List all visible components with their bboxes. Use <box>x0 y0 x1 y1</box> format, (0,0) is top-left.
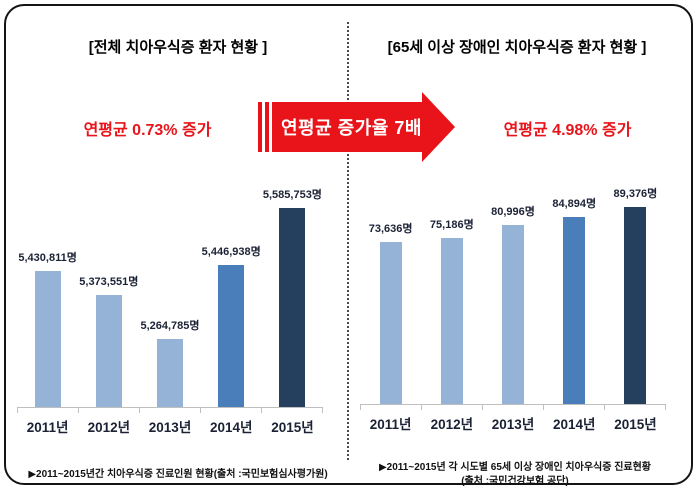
bar <box>95 295 122 407</box>
left-panel-title: [전체 치아우식증 환자 현황 ] <box>88 39 268 56</box>
x-axis-label: 2012년 <box>87 420 131 435</box>
right-bar-chart: 73,636명 75,186명 80,996명 84,894명 89,376명 2011… <box>360 164 666 433</box>
bar <box>624 207 647 404</box>
arrow-speed-stripe <box>265 102 269 152</box>
arrow-label: 연평균 증가율 7배 <box>272 102 422 152</box>
panel-divider-dotted-line <box>347 22 349 460</box>
axis-tick <box>483 405 544 410</box>
x-axis-label: 2014년 <box>209 420 253 435</box>
right-panel-title: [65세 이상 장애인 치아우식증 환자 현황 ] <box>387 39 647 56</box>
left-chart-axis-ticks <box>17 408 323 413</box>
bar-value-label: 73,636명 <box>368 223 413 235</box>
bar-column: 75,186명 <box>421 216 482 404</box>
right-source-caption: ▶2011~2015년 각 시도별 65세 이상 장애인 치아우식증 진료현황 … <box>355 461 675 488</box>
bar <box>502 225 524 404</box>
axis-tick <box>544 405 605 410</box>
bar-value-label: 5,446,938명 <box>201 246 261 258</box>
x-axis-label: 2015년 <box>271 420 314 435</box>
axis-tick <box>422 405 483 410</box>
left-growth-rate-label: 연평균 0.73% 증가 <box>83 122 212 139</box>
x-axis-label: 2012년 <box>430 417 474 432</box>
x-axis-label: 2011년 <box>26 420 69 435</box>
left-chart-plot-area: 5,430,811명 5,373,551명 5,264,785명 5,446,938명… <box>17 167 323 408</box>
left-bar-chart: 5,430,811명 5,373,551명 5,264,785명 5,446,938명… <box>17 167 323 436</box>
right-source-caption-line1: ▶2011~2015년 각 시도별 65세 이상 장애인 치아우식증 진료현황 <box>378 462 652 473</box>
bar-value-label: 5,264,785명 <box>140 320 200 332</box>
bar-column: 5,373,551명 <box>78 273 139 407</box>
x-axis-label: 2014년 <box>552 417 596 432</box>
bar-value-label: 5,585,753명 <box>262 189 322 201</box>
growth-multiplier-arrow: 연평균 증가율 7배 <box>258 91 455 163</box>
bar-column: 80,996명 <box>482 203 543 404</box>
right-chart-x-axis: 2011년 2012년 2013년 2014년 2015년 <box>360 413 666 433</box>
bar-value-label: 80,996명 <box>491 206 535 218</box>
arrow-head-icon <box>421 92 455 162</box>
axis-tick <box>79 408 140 413</box>
bar-value-label: 89,376명 <box>613 188 658 200</box>
right-chart-axis-ticks <box>360 405 666 410</box>
bar-value-label: 5,430,811명 <box>18 252 77 264</box>
axis-tick <box>201 408 262 413</box>
bar-column: 89,376명 <box>605 185 666 404</box>
bar-value-label: 75,186명 <box>429 219 474 231</box>
bar-value-label: 5,373,551명 <box>79 276 139 288</box>
bar-column: 5,264,785명 <box>139 317 200 407</box>
x-axis-label: 2013년 <box>148 420 192 435</box>
bar <box>218 265 245 407</box>
bar-column: 5,430,811명 <box>17 249 78 407</box>
bar <box>563 217 586 404</box>
bar <box>440 238 463 404</box>
axis-tick <box>140 408 201 413</box>
axis-tick <box>17 408 79 413</box>
axis-tick <box>360 405 422 410</box>
bar-value-label: 84,894명 <box>552 198 597 210</box>
x-axis-label: 2015년 <box>614 417 657 432</box>
bar <box>379 242 402 404</box>
right-growth-rate-label: 연평균 4.98% 증가 <box>503 122 632 139</box>
bar <box>34 271 61 407</box>
x-axis-label: 2011년 <box>369 417 412 432</box>
x-axis-label: 2013년 <box>491 417 535 432</box>
left-source-caption: ▶2011~2015년간 치아우식증 진료인원 현황(출처 :국민보험심사평가원… <box>28 469 328 480</box>
bar <box>279 208 306 407</box>
bar <box>157 339 183 407</box>
bar-column: 73,636명 <box>360 220 421 404</box>
right-chart-plot-area: 73,636명 75,186명 80,996명 84,894명 89,376명 <box>360 164 666 405</box>
axis-tick <box>262 408 323 413</box>
bar-column: 84,894명 <box>544 195 605 404</box>
bar-column: 5,446,938명 <box>201 243 262 407</box>
arrow-speed-stripe <box>258 102 262 152</box>
right-source-caption-line2: (출처 :국민건강보험 공단) <box>461 475 569 487</box>
bar-column: 5,585,753명 <box>262 186 323 407</box>
axis-tick <box>605 405 666 410</box>
left-chart-x-axis: 2011년 2012년 2013년 2014년 2015년 <box>17 416 323 436</box>
